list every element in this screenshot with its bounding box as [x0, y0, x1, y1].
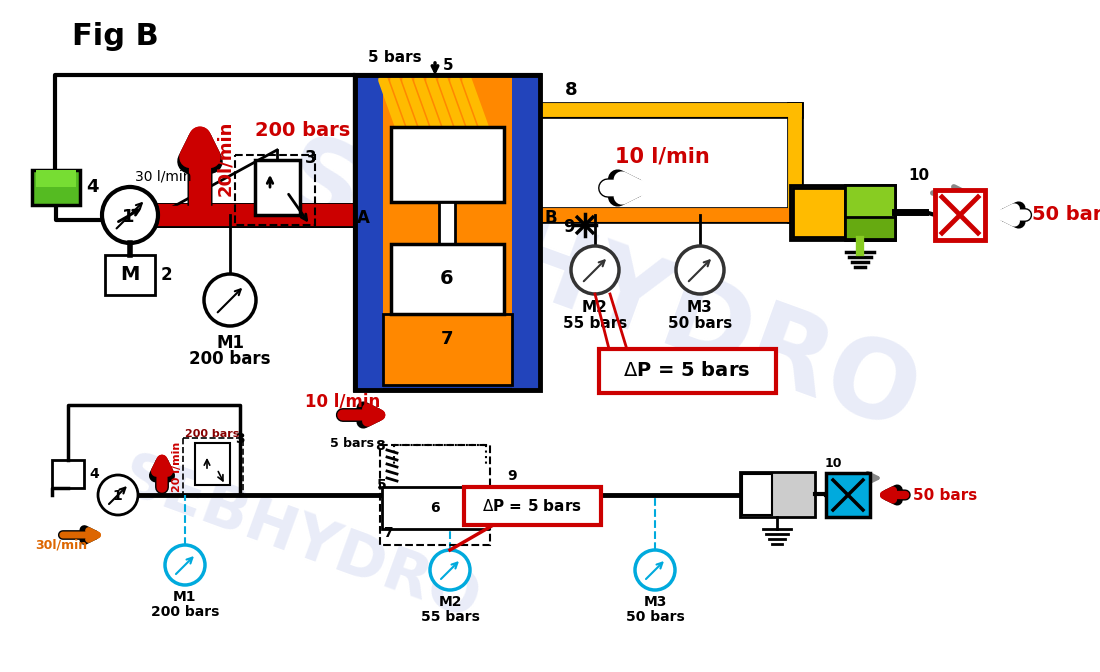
Bar — [740, 472, 815, 517]
Bar — [32, 170, 80, 205]
Bar — [235, 155, 315, 225]
Text: 5: 5 — [443, 58, 453, 73]
Bar — [383, 314, 512, 385]
Bar — [355, 155, 383, 390]
Bar — [383, 155, 512, 370]
Text: $\Delta$P = 5 bars: $\Delta$P = 5 bars — [482, 498, 582, 514]
Bar — [742, 474, 772, 515]
Text: 9: 9 — [507, 469, 517, 483]
Bar — [36, 170, 76, 187]
Bar — [390, 127, 504, 202]
Text: M3: M3 — [688, 300, 713, 315]
Text: 7: 7 — [441, 330, 453, 348]
Text: Fig B: Fig B — [72, 22, 158, 51]
Text: 50 bars: 50 bars — [626, 610, 684, 624]
Text: 10 l/min: 10 l/min — [305, 393, 381, 411]
Text: 5: 5 — [377, 478, 387, 492]
Text: 10 l/min: 10 l/min — [615, 146, 710, 166]
Text: 50 bars: 50 bars — [913, 487, 977, 503]
Text: 30 l/min: 30 l/min — [135, 170, 191, 184]
Bar — [390, 244, 504, 314]
Circle shape — [102, 187, 158, 243]
Bar — [355, 75, 383, 155]
Text: M1: M1 — [174, 590, 197, 604]
Text: 55 bars: 55 bars — [420, 610, 480, 624]
Text: $\Delta$P = 5 bars: $\Delta$P = 5 bars — [624, 362, 750, 380]
Text: 7: 7 — [383, 526, 393, 540]
Text: M3: M3 — [644, 595, 667, 609]
Text: 55 bars: 55 bars — [563, 316, 627, 331]
Text: 20l/min: 20l/min — [216, 120, 234, 196]
Text: SEBHYDRO: SEBHYDRO — [267, 126, 933, 454]
Text: 6: 6 — [440, 269, 454, 288]
Circle shape — [165, 545, 205, 585]
Bar — [793, 188, 845, 237]
Text: A: A — [358, 209, 370, 227]
Bar — [52, 460, 84, 488]
Bar — [383, 75, 512, 155]
Circle shape — [676, 246, 724, 294]
Bar — [183, 438, 243, 496]
Text: 200 bars: 200 bars — [185, 429, 240, 439]
Text: 3: 3 — [305, 149, 317, 167]
Text: 50 bars: 50 bars — [668, 316, 733, 331]
Text: 200 bars: 200 bars — [189, 350, 271, 368]
Text: 9: 9 — [563, 218, 574, 236]
Text: 200 bars: 200 bars — [151, 605, 219, 619]
Circle shape — [571, 246, 619, 294]
Text: 4: 4 — [86, 178, 99, 196]
Bar — [355, 75, 540, 390]
Text: 10: 10 — [825, 457, 843, 470]
Text: 4: 4 — [89, 467, 99, 481]
Text: 2: 2 — [161, 266, 173, 284]
Text: SEBHYDRO: SEBHYDRO — [112, 448, 487, 632]
Circle shape — [430, 550, 470, 590]
Text: 30l/min: 30l/min — [35, 539, 87, 552]
Bar — [845, 217, 895, 239]
Bar — [512, 155, 540, 390]
Bar — [826, 473, 870, 517]
Bar — [255, 160, 300, 215]
FancyBboxPatch shape — [600, 349, 775, 393]
Text: 5 bars: 5 bars — [368, 50, 421, 65]
Text: B: B — [544, 209, 557, 227]
Text: 3: 3 — [235, 432, 244, 446]
Text: 50 bars: 50 bars — [1032, 206, 1100, 224]
Text: 5 bars: 5 bars — [330, 437, 374, 450]
Text: M: M — [120, 265, 140, 284]
Circle shape — [98, 475, 138, 515]
Text: M2: M2 — [438, 595, 462, 609]
Text: 8: 8 — [375, 439, 385, 453]
Text: 20 l/min: 20 l/min — [172, 442, 182, 492]
Bar — [935, 190, 984, 240]
Text: 1: 1 — [122, 208, 134, 226]
Bar — [439, 202, 455, 244]
Circle shape — [635, 550, 675, 590]
Text: M2: M2 — [582, 300, 608, 315]
Bar — [104, 255, 155, 295]
Bar — [379, 445, 490, 545]
Text: 1: 1 — [112, 489, 122, 503]
Bar — [512, 75, 540, 155]
Bar — [195, 443, 230, 485]
Text: 200 bars: 200 bars — [255, 120, 350, 140]
Text: 8: 8 — [565, 81, 578, 99]
Bar — [845, 185, 895, 240]
Text: M1: M1 — [216, 334, 244, 352]
Text: 10: 10 — [908, 168, 930, 183]
Circle shape — [204, 274, 256, 326]
Text: 6: 6 — [430, 501, 440, 515]
Bar — [355, 75, 540, 390]
Bar — [382, 487, 488, 529]
Bar — [790, 185, 895, 240]
FancyBboxPatch shape — [464, 487, 601, 525]
